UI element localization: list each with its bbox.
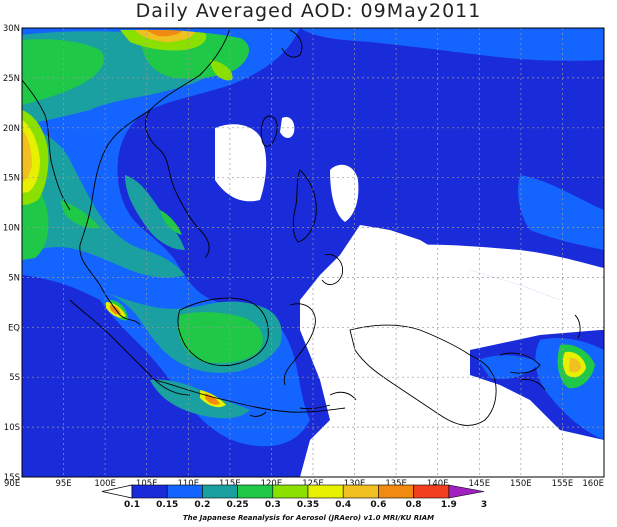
colorbar-level-label: 0.3 [265,500,281,510]
x-tick-label: 140E [427,479,449,489]
y-tick-label: 30N [3,24,20,34]
x-tick-label: 145E [468,479,490,489]
colorbar-level-label: 0.25 [226,500,248,510]
y-tick-label: 25N [3,74,20,84]
y-tick-label: 5N [8,273,20,283]
x-tick-label: 110E [177,479,199,489]
x-tick-label: 155E [552,479,574,489]
gridlines [22,28,604,477]
y-tick-label: EQ [8,323,20,333]
colorbar-level-label: 0.8 [406,500,422,510]
y-tick-label: 15N [3,174,20,184]
colorbar-level-label: 1.9 [441,500,457,510]
colorbar-segment [378,484,414,499]
x-axis-ticks: 90E 95E 100E 105E 110E 115E 120E 125E 130E 135E 14… [4,479,604,489]
colorbar-level-label: 0.35 [297,500,319,510]
x-tick-label: 120E [261,479,283,489]
colorbar-segment [413,484,450,499]
colorbar-segment [448,484,485,499]
colorbar-segment [307,484,344,499]
x-tick-label: 130E [344,479,366,489]
x-tick-label: 125E [302,479,324,489]
plot-frame [21,27,605,478]
x-tick-label: 95E [55,479,71,489]
y-tick-label: 20N [3,124,20,134]
colorbar-segment [202,484,238,499]
colorbar-level-label: 0.4 [335,500,351,510]
data-credit: The Japanese Reanalysis for Aerosol (JRA… [182,514,435,522]
x-tick-label: 115E [219,479,241,489]
colorbar-level-label: 3 [481,500,487,510]
map-title: Daily Averaged AOD: 09May2011 [135,0,482,22]
x-tick-label: 90E [4,479,20,489]
x-tick-label: 105E [136,479,158,489]
colorbar-level-label: 0.6 [370,500,386,510]
y-tick-label: 10S [4,423,20,433]
colorbar-segment [342,484,379,499]
x-tick-label: 160E [582,479,604,489]
colorbar-level-label: 0.1 [124,500,140,510]
colorbar-level-label: 0.2 [194,500,210,510]
colorbar-segment [166,484,203,499]
aod-field [22,28,604,477]
y-axis-ticks: 30N 25N 20N 15N 10N 5N EQ 5S 10S 15S [3,24,20,483]
colorbar-segment [131,484,168,499]
x-tick-label: 150E [510,479,532,489]
colorbar: 0.1 0.15 0.2 0.25 0.3 0.35 0.4 0.6 0.8 1.9 3 [101,484,487,510]
y-tick-label: 15S [4,473,20,483]
colorbar-segment [272,484,309,499]
x-tick-label: 135E [385,479,407,489]
colorbar-segment [237,484,274,499]
y-tick-label: 5S [9,373,20,383]
y-tick-label: 10N [3,224,20,234]
x-tick-label: 100E [94,479,116,489]
colorbar-level-label: 0.15 [156,500,178,510]
